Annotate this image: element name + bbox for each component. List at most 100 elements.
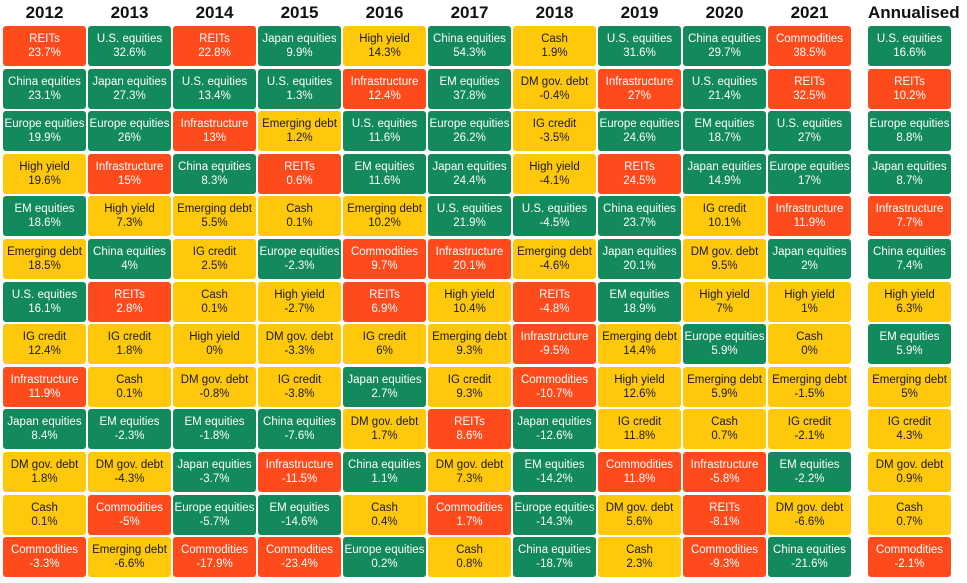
asset-name-label: Cash <box>541 33 568 45</box>
return-value-label: 7.7% <box>896 217 923 230</box>
return-cell: Infrastructure -5.8% <box>683 452 766 492</box>
return-cell: Infrastructure 13% <box>173 111 256 152</box>
asset-name-label: IG credit <box>22 331 67 344</box>
return-cell: China equities 54.3% <box>428 26 511 66</box>
return-cell: U.S. equities 13.4% <box>173 68 256 109</box>
asset-name-label: Commodities <box>180 544 249 557</box>
return-value-label: 0% <box>206 345 223 358</box>
return-value-label: 7.4% <box>896 260 923 272</box>
return-value-label: -4.6% <box>539 260 570 272</box>
asset-name-label: China equities <box>873 246 946 258</box>
return-cell: China equities 1.1% <box>343 452 426 492</box>
return-value-label: 0.9% <box>896 473 923 485</box>
asset-name-label: Cash <box>201 288 228 301</box>
return-cell: Infrastructure 7.7% <box>868 196 951 237</box>
return-value-label: 14.9% <box>708 174 741 187</box>
return-cell: Cash 0.1% <box>3 494 86 535</box>
return-cell: IG credit -3.8% <box>258 366 341 407</box>
return-value-label: 1.2% <box>286 132 313 145</box>
asset-name-label: Europe equities <box>684 331 765 344</box>
asset-name-label: REITs <box>114 288 145 301</box>
return-cell: IG credit 11.8% <box>598 409 681 450</box>
return-cell: Europe equities 5.9% <box>683 324 766 365</box>
asset-name-label: High yield <box>614 373 665 386</box>
asset-name-label: Europe equities <box>429 118 510 131</box>
return-cell: Emerging debt 10.2% <box>343 196 426 237</box>
asset-name-label: Commodities <box>690 544 759 557</box>
return-cell: Cash 0% <box>768 324 851 365</box>
return-value-label: -17.9% <box>196 558 233 571</box>
return-value-label: 18.5% <box>28 260 61 272</box>
asset-name-label: Commodities <box>605 459 674 471</box>
return-value-label: 0.7% <box>896 515 923 528</box>
asset-name-label: Emerging debt <box>517 246 592 258</box>
return-value-label: 18.6% <box>28 217 61 230</box>
return-value-label: 23.7% <box>28 47 61 59</box>
asset-name-label: Japan equities <box>687 160 762 173</box>
return-cell: IG credit 6% <box>343 324 426 365</box>
return-value-label: 16.6% <box>893 47 926 59</box>
asset-name-label: EM equities <box>269 501 330 514</box>
return-value-label: 9.5% <box>711 260 738 272</box>
return-cell: REITs 24.5% <box>598 153 681 194</box>
return-cell: DM gov. debt -0.8% <box>173 366 256 407</box>
column-header-annualised: Annualised <box>868 3 960 22</box>
asset-name-label: EM equities <box>779 459 840 471</box>
return-cell: U.S. equities -4.5% <box>513 196 596 237</box>
return-cell: High yield 7% <box>683 281 766 322</box>
return-value-label: 19.9% <box>28 132 61 145</box>
return-cell: REITs -4.8% <box>513 281 596 322</box>
return-value-label: 7.3% <box>456 473 483 485</box>
return-cell: China equities 29.7% <box>683 26 766 66</box>
return-value-label: 10.4% <box>453 302 486 315</box>
return-cell: IG credit 4.3% <box>868 409 951 450</box>
return-value-label: 0.1% <box>116 387 143 400</box>
return-value-label: 11.9% <box>793 217 826 230</box>
asset-name-label: DM gov. debt <box>10 459 79 471</box>
return-cell: Commodities 1.7% <box>428 494 511 535</box>
asset-name-label: REITs <box>369 288 400 301</box>
return-value-label: -3.5% <box>539 132 570 145</box>
asset-name-label: Infrastructure <box>180 118 249 131</box>
return-value-label: -23.4% <box>281 558 318 571</box>
return-value-label: -8.1% <box>709 515 740 528</box>
return-value-label: -9.3% <box>709 558 740 571</box>
return-cell: U.S. equities 11.6% <box>343 111 426 152</box>
return-value-label: 27.3% <box>113 89 146 102</box>
return-cell: Japan equities 2.7% <box>343 366 426 407</box>
return-cell: REITs 2.8% <box>88 281 171 322</box>
return-value-label: 5.9% <box>711 345 738 358</box>
asset-name-label: Infrastructure <box>265 459 334 471</box>
asset-name-label: DM gov. debt <box>520 75 589 88</box>
return-cell: U.S. equities 16.1% <box>3 281 86 322</box>
return-value-label: -7.6% <box>284 430 315 443</box>
asset-name-label: Emerging debt <box>432 331 507 344</box>
return-value-label: 24.5% <box>623 174 656 187</box>
return-value-label: -14.2% <box>536 473 573 485</box>
return-value-label: -3.8% <box>284 387 315 400</box>
asset-name-label: EM equities <box>439 75 500 88</box>
asset-name-label: REITs <box>539 288 570 301</box>
return-cell: Commodities 11.8% <box>598 452 681 492</box>
asset-name-label: EM equities <box>354 160 415 173</box>
return-value-label: 11.9% <box>28 387 61 400</box>
asset-name-label: Japan equities <box>872 160 947 173</box>
return-cell: DM gov. debt 7.3% <box>428 452 511 492</box>
return-cell: REITs 32.5% <box>768 68 851 109</box>
return-cell: High yield 7.3% <box>88 196 171 237</box>
return-value-label: -2.1% <box>794 430 825 443</box>
return-cell: Europe equities 24.6% <box>598 111 681 152</box>
return-cell: Commodities -2.1% <box>868 537 951 578</box>
asset-name-label: Cash <box>626 544 653 557</box>
column-header-2013: 2013 <box>110 3 149 22</box>
return-cell: DM gov. debt 5.6% <box>598 494 681 535</box>
asset-name-label: DM gov. debt <box>95 459 164 471</box>
asset-name-label: IG credit <box>787 416 832 429</box>
return-value-label: 0.2% <box>371 558 398 571</box>
asset-name-label: IG credit <box>532 118 577 131</box>
return-cell: DM gov. debt -3.3% <box>258 324 341 365</box>
return-cell: EM equities -2.2% <box>768 452 851 492</box>
asset-name-label: EM equities <box>609 288 670 301</box>
return-cell: Infrastructure -9.5% <box>513 324 596 365</box>
asset-name-label: U.S. equities <box>11 288 78 301</box>
